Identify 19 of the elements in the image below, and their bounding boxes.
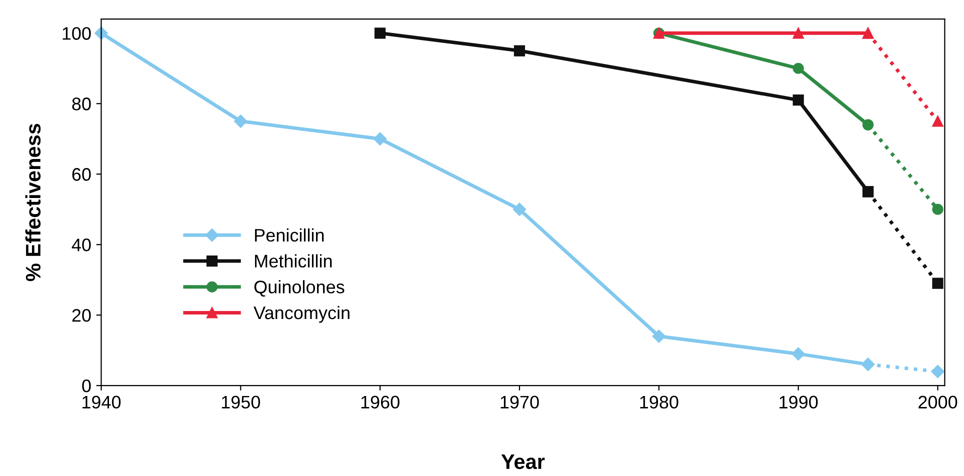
legend-label: Methicillin <box>255 254 332 268</box>
y-tick-label: 40 <box>72 238 91 252</box>
x-axis-title: Year <box>501 454 545 470</box>
y-tick-label: 60 <box>72 168 91 181</box>
x-tick-label: 1970 <box>500 396 539 409</box>
legend-label: Quinolones <box>254 280 344 297</box>
legend-label: Penicillin <box>255 228 324 242</box>
x-tick-label: 1960 <box>361 396 400 409</box>
y-tick-label: 20 <box>72 309 91 322</box>
y-tick-label: 100 <box>62 27 91 40</box>
y-tick-label: 0 <box>82 379 91 392</box>
x-tick-label: 1990 <box>780 396 818 409</box>
legend-label: Vancomycin <box>254 306 350 323</box>
x-tick-label: 1980 <box>640 396 678 409</box>
x-tick-label: 2000 <box>918 396 958 409</box>
y-axis-title: % Effectiveness <box>25 124 41 282</box>
x-tick-label: 1940 <box>82 396 121 409</box>
y-tick-label: 80 <box>72 98 91 110</box>
x-tick-label: 1950 <box>222 396 260 409</box>
